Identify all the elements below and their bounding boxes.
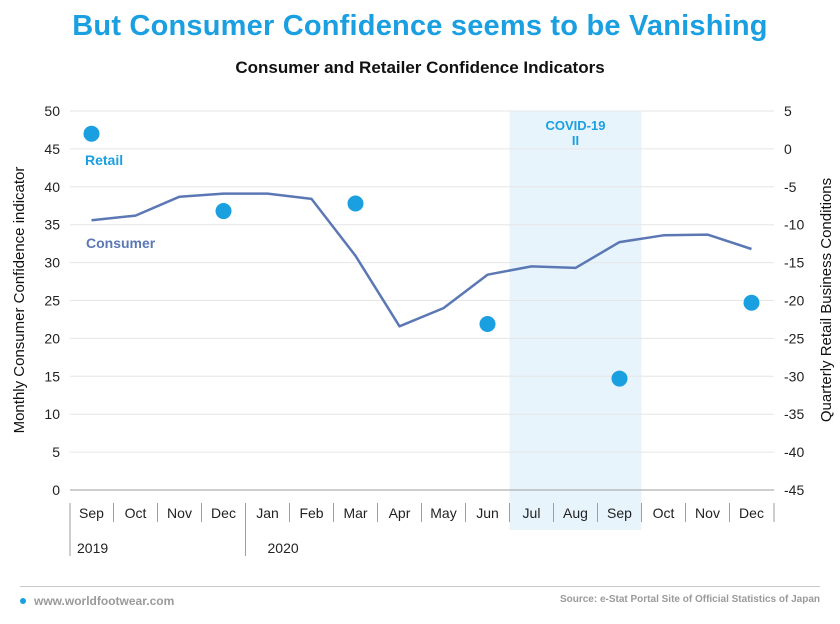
chart-title: Consumer and Retailer Confidence Indicat… [235, 58, 605, 77]
footer-source: Source: e-Stat Portal Site of Official S… [559, 594, 820, 605]
chart-svg: COVID-19II05101520253035404550-45-40-35-… [11, 103, 835, 556]
footer-site[interactable]: www.worldfootwear.com [20, 594, 174, 608]
right-tick-label: -35 [784, 406, 804, 422]
right-tick-label: -15 [784, 255, 804, 271]
consumer-line [91, 192, 752, 328]
left-tick-label: 15 [44, 368, 60, 384]
left-tick-label: 20 [44, 330, 60, 346]
retail-point [215, 203, 232, 220]
month-label: Jul [523, 505, 541, 521]
left-tick-label: 40 [44, 179, 60, 195]
month-label: Nov [695, 505, 720, 521]
retail-point [743, 294, 760, 311]
month-label: Jun [476, 505, 499, 521]
footer-divider [20, 586, 820, 587]
month-label: Oct [653, 505, 675, 521]
footer-site-text: www.worldfootwear.com [34, 594, 175, 608]
right-tick-label: -10 [784, 217, 804, 233]
month-label: Nov [167, 505, 192, 521]
left-tick-label: 25 [44, 293, 60, 309]
month-label: Jan [256, 505, 279, 521]
consumer-series-label: Consumer [86, 235, 156, 251]
right-tick-label: 0 [784, 141, 792, 157]
month-label: Feb [299, 505, 323, 521]
right-tick-label: 5 [784, 103, 792, 119]
y2-axis-title: Quarterly Retail Business Conditions [818, 178, 835, 422]
month-label: Dec [211, 505, 236, 521]
right-tick-label: -25 [784, 330, 804, 346]
left-tick-label: 35 [44, 217, 60, 233]
year-label: 2019 [77, 540, 108, 556]
bullet-icon [20, 597, 26, 604]
year-label: 2020 [268, 540, 299, 556]
left-tick-label: 0 [52, 482, 60, 498]
covid-region [509, 111, 642, 530]
month-label: Aug [563, 505, 588, 521]
month-label: Dec [739, 505, 764, 521]
retail-point [347, 195, 364, 212]
left-tick-label: 5 [52, 444, 60, 460]
left-tick-label: 30 [44, 255, 60, 271]
month-label: Oct [125, 505, 147, 521]
left-tick-label: 50 [44, 103, 60, 119]
right-tick-label: -20 [784, 293, 804, 309]
month-label: Apr [389, 505, 411, 521]
retail-series-label: Retail [85, 152, 123, 168]
retail-point [83, 125, 100, 142]
headline: But Consumer Confidence seems to be Vani… [72, 10, 768, 42]
month-label: May [430, 505, 456, 521]
month-label: Sep [607, 505, 632, 521]
right-tick-label: -40 [784, 444, 804, 460]
month-label: Sep [79, 505, 104, 521]
covid-label-line: COVID-19 [546, 118, 606, 133]
month-label: Mar [343, 505, 367, 521]
left-tick-label: 45 [44, 141, 60, 157]
right-tick-label: -5 [784, 179, 797, 195]
retail-point [611, 370, 628, 387]
covid-label-line: II [572, 133, 579, 148]
y-axis-title: Monthly Consumer Confidence indicator [11, 167, 28, 434]
right-tick-label: -45 [784, 482, 804, 498]
right-tick-label: -30 [784, 368, 804, 384]
retail-point [479, 315, 496, 332]
left-tick-label: 10 [44, 406, 60, 422]
